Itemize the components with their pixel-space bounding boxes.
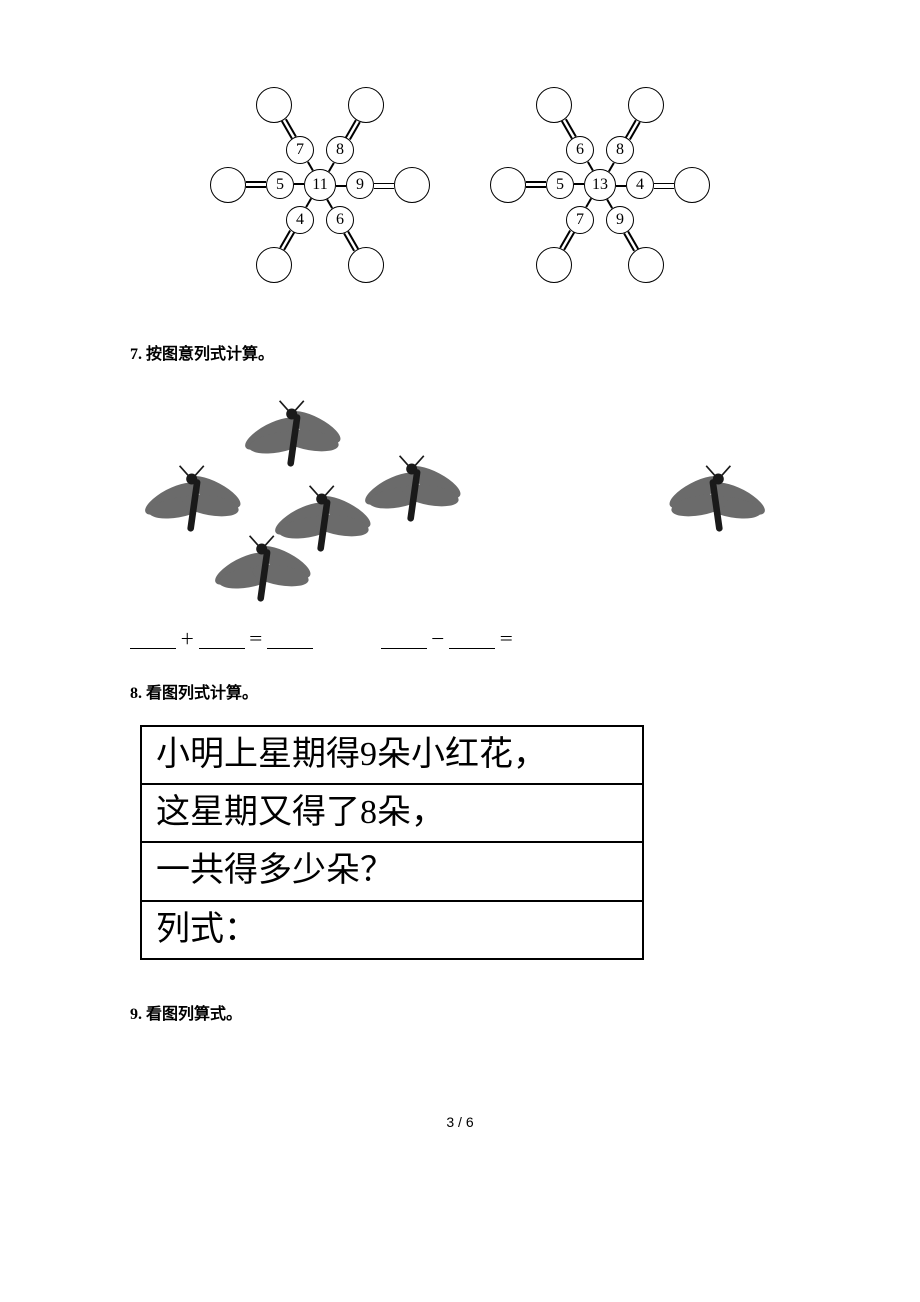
snowflake-left: 11 78 9 64 5 xyxy=(205,70,435,300)
outer-circle[interactable] xyxy=(490,167,526,203)
inner-circle: 8 xyxy=(606,136,634,164)
blank xyxy=(381,634,427,649)
outer-circle[interactable] xyxy=(536,87,572,123)
inner-circle: 6 xyxy=(326,206,354,234)
page-number: 3 / 6 xyxy=(130,1114,790,1130)
inner-circle: 7 xyxy=(566,206,594,234)
outer-circle[interactable] xyxy=(628,247,664,283)
outer-circle[interactable] xyxy=(536,247,572,283)
word-problem-table: 小明上星期得9朵小红花， 这星期又得了8朵， 一共得多少朵？ 列式： xyxy=(140,725,644,960)
inner-circle: 5 xyxy=(266,171,294,199)
inner-circle: 8 xyxy=(326,136,354,164)
center-circle: 11 xyxy=(304,169,336,201)
inner-circle: 9 xyxy=(606,206,634,234)
blank xyxy=(130,634,176,649)
table-row: 一共得多少朵？ xyxy=(142,843,642,901)
equals-sign: ＝ xyxy=(499,632,514,648)
outer-circle[interactable] xyxy=(628,87,664,123)
table-row: 这星期又得了8朵， xyxy=(142,785,642,843)
blank xyxy=(267,634,313,649)
outer-circle[interactable] xyxy=(394,167,430,203)
equation-row: ＋ ＝ － ＝ xyxy=(130,628,790,649)
dragonfly-icon xyxy=(240,391,350,486)
dragonfly-icon xyxy=(660,456,770,551)
inner-circle: 6 xyxy=(566,136,594,164)
outer-circle[interactable] xyxy=(348,247,384,283)
dragonfly-icon xyxy=(360,446,470,541)
center-circle: 13 xyxy=(584,169,616,201)
snowflake-right: 13 68 4 97 5 xyxy=(485,70,715,300)
table-row: 列式： xyxy=(142,902,642,958)
dragonfly-figure xyxy=(130,386,780,616)
outer-circle[interactable] xyxy=(348,87,384,123)
table-row: 小明上星期得9朵小红花， xyxy=(142,727,642,785)
minus-sign: － xyxy=(430,632,445,648)
outer-circle[interactable] xyxy=(210,167,246,203)
equals-sign: ＝ xyxy=(248,632,263,648)
inner-circle: 5 xyxy=(546,171,574,199)
inner-circle: 9 xyxy=(346,171,374,199)
question-8-label: 8. 看图列式计算。 xyxy=(130,679,790,703)
question-7-label: 7. 按图意列式计算。 xyxy=(130,340,790,364)
dragonfly-icon xyxy=(210,526,320,621)
inner-circle: 4 xyxy=(286,206,314,234)
inner-circle: 7 xyxy=(286,136,314,164)
blank xyxy=(199,634,245,649)
outer-circle[interactable] xyxy=(256,87,292,123)
inner-circle: 4 xyxy=(626,171,654,199)
blank xyxy=(449,634,495,649)
question-9-label: 9. 看图列算式。 xyxy=(130,1000,790,1024)
plus-sign: ＋ xyxy=(180,632,195,648)
outer-circle[interactable] xyxy=(674,167,710,203)
outer-circle[interactable] xyxy=(256,247,292,283)
snowflakes-container: 11789645 13684975 xyxy=(130,70,790,300)
